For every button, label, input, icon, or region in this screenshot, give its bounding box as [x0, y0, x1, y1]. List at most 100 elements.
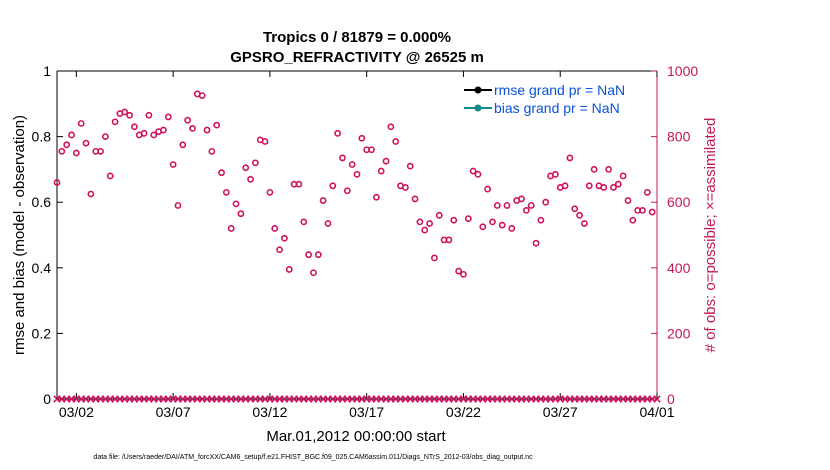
possible-obs-point [493, 202, 501, 209]
possible-obs-point [339, 154, 346, 162]
assimilated-obs-stroke [653, 395, 661, 403]
possible-obs-point [498, 221, 506, 229]
plot-area [57, 71, 657, 399]
possible-obs-point [227, 225, 235, 232]
possible-obs-point [285, 266, 293, 273]
possible-obs-point [68, 131, 75, 139]
possible-obs-point [329, 182, 337, 190]
left-y-tick-label: 0.4 [32, 260, 52, 276]
possible-obs-point [314, 251, 322, 259]
possible-obs-point [382, 157, 390, 165]
possible-obs-point [474, 170, 482, 178]
possible-obs-point [489, 218, 496, 226]
possible-obs-point [551, 170, 559, 178]
right-y-tick-label: 200 [667, 325, 691, 341]
possible-obs-point [82, 139, 90, 147]
right-y-axis-ticks: 0 200 400 600 800 1000 [651, 63, 698, 407]
possible-obs-point [619, 172, 627, 180]
possible-obs-point [266, 188, 274, 196]
x-tick-label: 03/17 [349, 404, 384, 420]
possible-obs-point [445, 236, 453, 244]
legend: rmse grand pr = NaN bias grand pr = NaN [460, 80, 650, 120]
left-y-tick-label: 0.6 [32, 194, 52, 210]
left-y-axis-label: rmse and bias (model - observation) [11, 115, 28, 355]
possible-obs-point [464, 215, 472, 222]
possible-obs-point [106, 172, 114, 180]
x-axis-ticks: 03/02 03/07 03/12 03/17 03/22 03/27 04/01 [59, 71, 675, 420]
possible-obs-point [561, 182, 569, 190]
left-y-tick-label: 1 [43, 63, 51, 79]
x-axis-label: Mar.01,2012 00:00:00 start [266, 428, 446, 445]
x-tick-label: 03/07 [156, 404, 191, 420]
possible-obs-point [624, 197, 632, 204]
assimilated-obs-point [653, 395, 661, 403]
possible-obs-point [276, 246, 283, 254]
possible-obs-point [53, 179, 61, 186]
possible-obs-point [131, 123, 138, 131]
possible-obs-point [450, 216, 458, 224]
possible-obs-point [160, 126, 167, 134]
possible-obs-point [460, 270, 467, 278]
possible-obs-point [174, 202, 182, 209]
possible-obs-point [426, 220, 433, 227]
possible-obs-point [189, 124, 196, 132]
possible-obs-point [469, 167, 477, 175]
possible-obs-point [590, 165, 598, 173]
possible-obs-point [648, 208, 656, 216]
possible-obs-point [571, 205, 579, 213]
possible-obs-point [203, 126, 211, 134]
possible-obs-point [372, 193, 380, 201]
possible-obs-point [184, 116, 192, 124]
possible-obs-point [566, 154, 574, 162]
possible-obs-point [97, 147, 104, 155]
left-y-tick-label: 0.2 [32, 325, 52, 341]
left-y-tick-label: 0.8 [32, 129, 52, 145]
possible-obs-point [150, 131, 158, 139]
possible-obs-point [605, 165, 613, 173]
possible-obs-point [145, 111, 153, 119]
chart-title-line1: Tropics 0 / 81879 = 0.000% [263, 29, 451, 46]
possible-obs-point [242, 164, 250, 172]
right-y-tick-label: 600 [667, 194, 691, 210]
possible-obs-point [581, 220, 588, 227]
possible-obs-point [72, 149, 80, 157]
possible-obs-point [343, 187, 351, 195]
legend-rmse-marker [474, 86, 482, 94]
possible-obs-point [518, 195, 525, 203]
possible-obs-point [208, 147, 216, 155]
x-tick-label: 03/02 [59, 404, 94, 420]
right-y-tick-label: 0 [667, 391, 675, 407]
x-tick-label: 03/22 [446, 404, 481, 420]
possible-obs-point [334, 129, 342, 137]
possible-obs-point [121, 108, 129, 116]
possible-obs-point [232, 200, 240, 208]
possible-obs-series [53, 90, 656, 278]
possible-obs-point [537, 216, 545, 224]
possible-obs-point [348, 161, 356, 168]
possible-obs-point [406, 162, 414, 170]
possible-obs-point [140, 129, 148, 137]
possible-obs-point [324, 220, 332, 227]
possible-obs-point [358, 134, 366, 142]
possible-obs-point [368, 146, 375, 154]
data-file-footnote: data file: /Users/raeder/DAI/ATM_forcXX/… [93, 454, 533, 461]
possible-obs-point [377, 167, 385, 175]
left-y-tick-label: 0 [43, 391, 51, 407]
possible-obs-point [271, 225, 279, 232]
possible-obs-point [198, 92, 206, 99]
possible-obs-point [164, 113, 172, 121]
possible-obs-point [479, 223, 487, 231]
possible-obs-point [213, 121, 221, 129]
possible-obs-point [416, 218, 424, 226]
possible-obs-point [527, 202, 535, 209]
possible-obs-point [629, 216, 637, 224]
possible-obs-point [179, 141, 187, 149]
possible-obs-point [63, 141, 71, 149]
possible-obs-point [639, 206, 646, 214]
possible-obs-point [585, 182, 593, 190]
possible-obs-point [251, 159, 259, 167]
possible-obs-point [643, 188, 651, 196]
possible-obs-point [310, 269, 317, 277]
assimilated-obs-series [53, 395, 661, 403]
